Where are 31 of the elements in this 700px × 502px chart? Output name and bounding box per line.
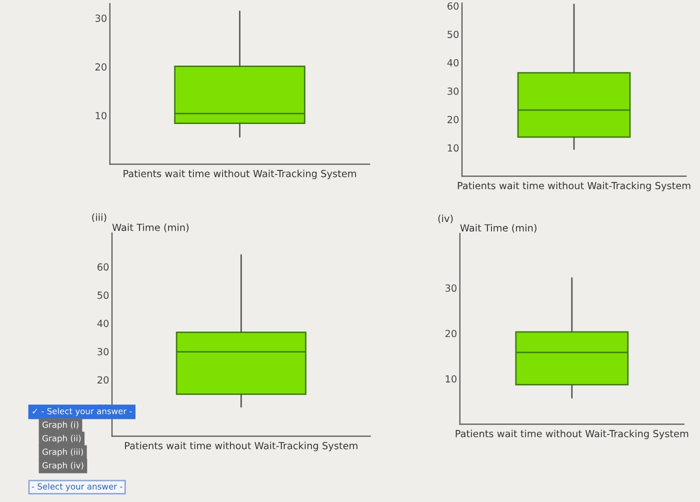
y-tick-label: 40 (97, 320, 109, 328)
chart-title: (iv) (438, 214, 453, 224)
y-tick-label: 20 (448, 116, 459, 124)
y-tick-label: 20 (95, 63, 106, 71)
text: Graph (ii) (42, 434, 81, 443)
x-axis-title: Patients wait time without Wait-Tracking System (456, 430, 688, 440)
text: Graph (iii) (42, 448, 83, 457)
y-tick-label: 30 (95, 14, 106, 22)
text: Graph (iv) (42, 462, 84, 470)
y-tick-label: 30 (98, 348, 109, 356)
x-axis-title: Patients wait time without Wait-Tracking System (125, 442, 358, 452)
chart-title: (iii) (92, 213, 106, 222)
y-tick-label: 10 (446, 375, 456, 383)
annotation: ✓ - Select your answer - (32, 408, 132, 416)
y-tick-label: 10 (448, 144, 459, 152)
text: - Select your answer - (32, 483, 122, 492)
y-tick-label: 10 (96, 112, 106, 120)
y-tick-label: 40 (447, 59, 459, 66)
y-tick-label: 30 (445, 284, 456, 292)
y-tick-label: 30 (448, 88, 459, 95)
y-tick-label: 50 (448, 30, 459, 38)
x-axis-title: Patients wait time without Wait-Tracking System (124, 170, 356, 180)
y-axis-title: Wait Time (min) (112, 224, 189, 232)
y-tick-label: 60 (98, 263, 109, 271)
y-tick-label: 60 (448, 2, 459, 10)
text: Graph (i) (42, 421, 78, 430)
y-tick-label: 20 (445, 330, 456, 338)
y-tick-label: 20 (98, 376, 109, 384)
y-axis-title: Wait Time (min) (460, 224, 536, 233)
y-tick-label: 50 (98, 292, 109, 299)
x-axis-title: Patients wait time without Wait-Tracking System (458, 182, 690, 192)
